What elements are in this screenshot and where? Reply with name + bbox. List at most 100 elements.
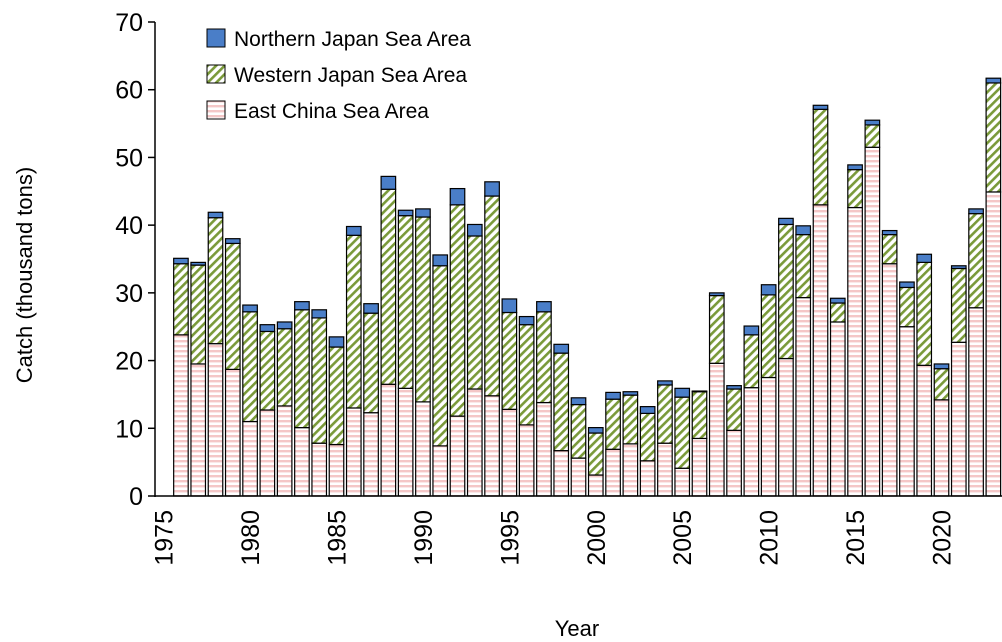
- bar-northern-japan-sea-area-2004: [657, 380, 673, 386]
- bar-western-japan-sea-area-2015: [847, 169, 863, 209]
- bar-northern-japan-sea-area-1979: [224, 238, 241, 245]
- y-tick-label-10: 10: [115, 415, 143, 443]
- bar-northern-japan-sea-area-1996: [518, 315, 535, 326]
- bar-east-china-sea-area-1977: [190, 363, 207, 497]
- bar-northern-japan-sea-area-2011: [778, 217, 794, 226]
- bar-western-japan-sea-area-2005: [674, 396, 691, 469]
- bar-western-japan-sea-area-1989: [397, 215, 414, 389]
- bar-northern-japan-sea-area-1997: [536, 301, 552, 313]
- bar-northern-japan-sea-area-2015: [847, 164, 863, 171]
- bar-east-china-sea-area-2009: [743, 387, 760, 497]
- bar-western-japan-sea-area-1990: [415, 216, 431, 403]
- legend-swatch-northern-japan-sea-area: [206, 28, 226, 48]
- x-axis: 1975 1980 1985 1990 1995 2000 2005 2010 2015 2020: [151, 495, 1002, 566]
- bar-east-china-sea-area-2017: [881, 263, 898, 497]
- bar-northern-japan-sea-area-1998: [553, 343, 570, 354]
- bar-northern-japan-sea-area-1991: [432, 254, 449, 267]
- bar-western-japan-sea-area-2018: [899, 286, 915, 328]
- bar-east-china-sea-area-2016: [864, 146, 881, 497]
- bar-east-china-sea-area-2007: [708, 362, 725, 497]
- y-axis-title: Catch (thousand tons): [12, 167, 37, 383]
- bar-western-japan-sea-area-1978: [207, 217, 224, 345]
- bar-western-japan-sea-area-2001: [605, 398, 621, 450]
- bar-northern-japan-sea-area-1992: [449, 187, 466, 206]
- bar-northern-japan-sea-area-2000: [587, 427, 604, 434]
- bar-western-japan-sea-area-2016: [864, 124, 881, 148]
- bar-western-japan-sea-area-2003: [639, 412, 656, 462]
- bar-western-japan-sea-area-1987: [363, 312, 379, 414]
- bar-western-japan-sea-area-1980: [242, 311, 258, 423]
- bar-east-china-sea-area-1989: [397, 387, 414, 497]
- bar-east-china-sea-area-2012: [795, 297, 812, 497]
- bar-northern-japan-sea-area-1993: [466, 223, 483, 237]
- x-tick-label-2020: 2020: [929, 510, 957, 566]
- bar-east-china-sea-area-1981: [259, 409, 276, 497]
- bar-northern-japan-sea-area-2018: [899, 281, 915, 289]
- bar-east-china-sea-area-2014: [829, 321, 846, 497]
- x-axis-title: Year: [555, 616, 599, 641]
- bar-western-japan-sea-area-1999: [570, 403, 587, 459]
- bar-east-china-sea-area-2022: [968, 307, 984, 497]
- bar-east-china-sea-area-1987: [363, 412, 379, 497]
- bar-northern-japan-sea-area-2001: [605, 391, 621, 400]
- bar-northern-japan-sea-area-2002: [622, 391, 639, 396]
- bar-northern-japan-sea-area-2017: [881, 229, 898, 236]
- bar-western-japan-sea-area-1991: [432, 265, 449, 447]
- bar-western-japan-sea-area-2020: [933, 368, 950, 401]
- bar-east-china-sea-area-1995: [501, 408, 518, 497]
- legend: Northern Japan Sea Area Western Japan Sea…: [206, 28, 471, 123]
- bar-east-china-sea-area-2015: [847, 206, 863, 497]
- bar-northern-japan-sea-area-2003: [639, 406, 656, 414]
- bar-east-china-sea-area-2018: [899, 326, 915, 497]
- bar-east-china-sea-area-2010: [760, 376, 777, 497]
- bar-western-japan-sea-area-1988: [380, 188, 397, 385]
- bar-western-japan-sea-area-1981: [259, 330, 276, 411]
- x-tick-label-1980: 1980: [237, 510, 265, 566]
- legend-label-western-japan-sea-area: Western Japan Sea Area: [234, 64, 467, 87]
- bar-northern-japan-sea-area-2022: [968, 208, 984, 215]
- bar-northern-japan-sea-area-1978: [207, 211, 224, 219]
- bar-western-japan-sea-area-2013: [812, 108, 829, 206]
- y-tick-label-60: 60: [115, 77, 143, 105]
- bar-northern-japan-sea-area-1994: [484, 181, 500, 197]
- bar-western-japan-sea-area-2021: [950, 267, 967, 343]
- y-tick-label-20: 20: [115, 348, 143, 376]
- bar-east-china-sea-area-2011: [778, 357, 794, 497]
- bar-western-japan-sea-area-1996: [518, 324, 535, 426]
- bar-east-china-sea-area-2002: [622, 443, 639, 497]
- bar-east-china-sea-area-1988: [380, 383, 397, 497]
- bar-western-japan-sea-area-1995: [501, 311, 518, 410]
- bar-western-japan-sea-area-2022: [968, 213, 984, 309]
- x-tick-label-1985: 1985: [324, 510, 352, 566]
- x-tick-label-2015: 2015: [842, 510, 870, 566]
- bar-western-japan-sea-area-1977: [190, 264, 207, 365]
- bar-east-china-sea-area-2003: [639, 460, 656, 497]
- x-tick-label-1990: 1990: [410, 510, 438, 566]
- y-tick-label-30: 30: [115, 280, 143, 308]
- bar-east-china-sea-area-1998: [553, 450, 570, 497]
- y-tick-label-50: 50: [115, 144, 143, 172]
- bar-western-japan-sea-area-1985: [328, 346, 345, 446]
- bar-northern-japan-sea-area-1980: [242, 304, 258, 313]
- bar-northern-japan-sea-area-2006: [691, 390, 708, 393]
- bar-east-china-sea-area-1985: [328, 443, 345, 497]
- bar-western-japan-sea-area-2008: [726, 388, 742, 431]
- bar-east-china-sea-area-1990: [415, 401, 431, 497]
- bar-east-china-sea-area-2021: [950, 341, 967, 497]
- bar-northern-japan-sea-area-2007: [708, 292, 725, 297]
- bar-east-china-sea-area-1997: [536, 401, 552, 497]
- bar-northern-japan-sea-area-2019: [916, 253, 933, 263]
- bar-northern-japan-sea-area-2020: [933, 363, 950, 370]
- bar-east-china-sea-area-1978: [207, 343, 224, 497]
- bar-east-china-sea-area-1982: [276, 405, 293, 497]
- bar-northern-japan-sea-area-1976: [173, 257, 189, 265]
- bar-east-china-sea-area-1999: [570, 457, 587, 497]
- bar-northern-japan-sea-area-2012: [795, 225, 812, 236]
- y-tick-label-0: 0: [129, 483, 143, 511]
- bar-east-china-sea-area-1993: [466, 388, 483, 497]
- bar-east-china-sea-area-1996: [518, 424, 535, 497]
- bar-western-japan-sea-area-2011: [778, 223, 794, 360]
- bar-western-japan-sea-area-2009: [743, 334, 760, 389]
- y-tick-label-70: 70: [115, 9, 143, 37]
